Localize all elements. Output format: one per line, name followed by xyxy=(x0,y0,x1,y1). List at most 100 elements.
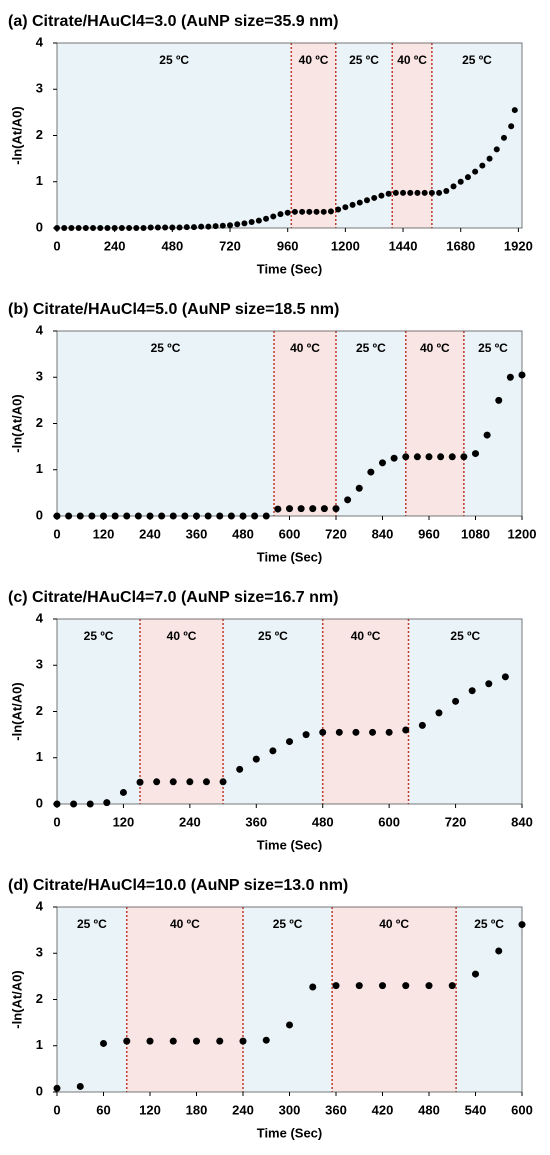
data-point xyxy=(457,178,464,185)
data-point xyxy=(468,687,476,695)
data-point xyxy=(204,512,212,520)
data-point xyxy=(390,454,398,462)
panel: (d) Citrate/HAuCl4=10.0 (AuNP size=13.0 … xyxy=(8,877,533,1140)
x-tick-label: 1080 xyxy=(461,526,490,541)
data-point xyxy=(262,512,270,520)
y-axis-title: -ln(At/A0) xyxy=(9,106,24,165)
data-point xyxy=(262,1036,270,1044)
data-point xyxy=(313,208,320,215)
temperature-region xyxy=(57,907,127,1092)
temperature-region xyxy=(336,331,406,516)
data-point xyxy=(352,728,360,736)
data-point xyxy=(239,1037,247,1045)
data-point xyxy=(119,788,127,796)
data-point xyxy=(68,225,75,231)
data-point xyxy=(202,778,210,786)
x-tick-label: 240 xyxy=(232,1102,254,1117)
data-point xyxy=(100,1039,107,1047)
x-tick-label: 360 xyxy=(186,526,208,541)
data-point xyxy=(111,225,118,231)
data-point xyxy=(219,778,227,786)
data-point xyxy=(319,728,327,736)
y-tick-label: 2 xyxy=(36,991,43,1006)
data-point xyxy=(193,1037,200,1045)
panel: (a) Citrate/HAuCl4=3.0 (AuNP size=35.9 n… xyxy=(8,13,533,276)
data-point xyxy=(335,728,343,736)
data-point xyxy=(76,512,84,520)
temperature-region xyxy=(126,907,243,1092)
y-tick-label: 4 xyxy=(36,898,44,913)
region-label: 40 ºC xyxy=(167,629,197,643)
data-point xyxy=(421,189,428,196)
x-tick-label: 360 xyxy=(245,814,267,829)
temperature-region xyxy=(57,331,274,516)
data-point xyxy=(146,1037,154,1045)
x-tick-label: 180 xyxy=(186,1102,208,1117)
data-point xyxy=(227,512,235,520)
y-tick-label: 2 xyxy=(36,415,43,430)
data-point xyxy=(452,697,460,705)
x-tick-label: 840 xyxy=(511,814,533,829)
temperature-region xyxy=(140,619,224,804)
x-tick-label: 1200 xyxy=(331,238,360,253)
data-point xyxy=(378,192,385,199)
data-point xyxy=(299,208,306,215)
data-point xyxy=(367,468,375,476)
data-point xyxy=(193,512,200,520)
region-label: 40 ºC xyxy=(351,629,381,643)
panel-title: (b) Citrate/HAuCl4=5.0 (AuNP size=18.5 n… xyxy=(8,301,339,318)
data-point xyxy=(61,225,68,231)
data-point xyxy=(435,709,443,717)
region-label: 40 ºC xyxy=(397,53,427,67)
y-tick-label: 4 xyxy=(36,322,44,337)
data-point xyxy=(402,982,410,990)
x-tick-label: 540 xyxy=(465,1102,487,1117)
x-axis-title: Time (Sec) xyxy=(257,549,323,564)
data-point xyxy=(133,225,140,231)
y-axis-title: -ln(At/A0) xyxy=(9,394,24,453)
data-point xyxy=(219,222,226,229)
region-label: 40 ºC xyxy=(420,341,450,355)
data-point xyxy=(154,224,161,231)
data-point xyxy=(493,146,500,153)
data-point xyxy=(251,512,259,520)
x-axis-title: Time (Sec) xyxy=(257,1125,323,1140)
x-tick-label: 300 xyxy=(279,1102,301,1117)
data-point xyxy=(53,1084,61,1092)
x-tick-label: 960 xyxy=(418,526,440,541)
data-point xyxy=(53,512,61,520)
data-point xyxy=(309,983,317,991)
data-point xyxy=(248,218,255,225)
data-point xyxy=(437,453,445,461)
data-point xyxy=(355,484,363,492)
y-tick-label: 0 xyxy=(36,219,43,234)
data-point xyxy=(241,220,248,227)
region-label: 40 ºC xyxy=(170,917,200,931)
data-point xyxy=(506,373,514,381)
temperature-region xyxy=(431,43,522,228)
data-point xyxy=(500,134,507,141)
x-tick-label: 240 xyxy=(139,526,161,541)
data-point xyxy=(103,799,111,807)
y-tick-label: 0 xyxy=(36,507,43,522)
data-point xyxy=(134,512,142,520)
region-label: 25 ºC xyxy=(356,341,386,355)
data-point xyxy=(252,755,260,763)
data-point xyxy=(414,189,421,196)
x-tick-label: 240 xyxy=(104,238,126,253)
data-point xyxy=(425,982,433,990)
data-point xyxy=(158,512,166,520)
x-tick-label: 1920 xyxy=(504,238,533,253)
data-point xyxy=(53,800,61,808)
data-point xyxy=(286,1021,293,1029)
data-point xyxy=(270,213,277,220)
x-tick-label: 720 xyxy=(325,526,347,541)
x-tick-label: 1200 xyxy=(508,526,537,541)
y-tick-label: 4 xyxy=(36,610,44,625)
data-point xyxy=(369,728,377,736)
data-point xyxy=(284,209,291,216)
panel: (c) Citrate/HAuCl4=7.0 (AuNP size=16.7 n… xyxy=(8,589,533,852)
y-tick-label: 3 xyxy=(36,369,43,384)
data-point xyxy=(518,921,526,929)
x-tick-label: 120 xyxy=(139,1102,161,1117)
